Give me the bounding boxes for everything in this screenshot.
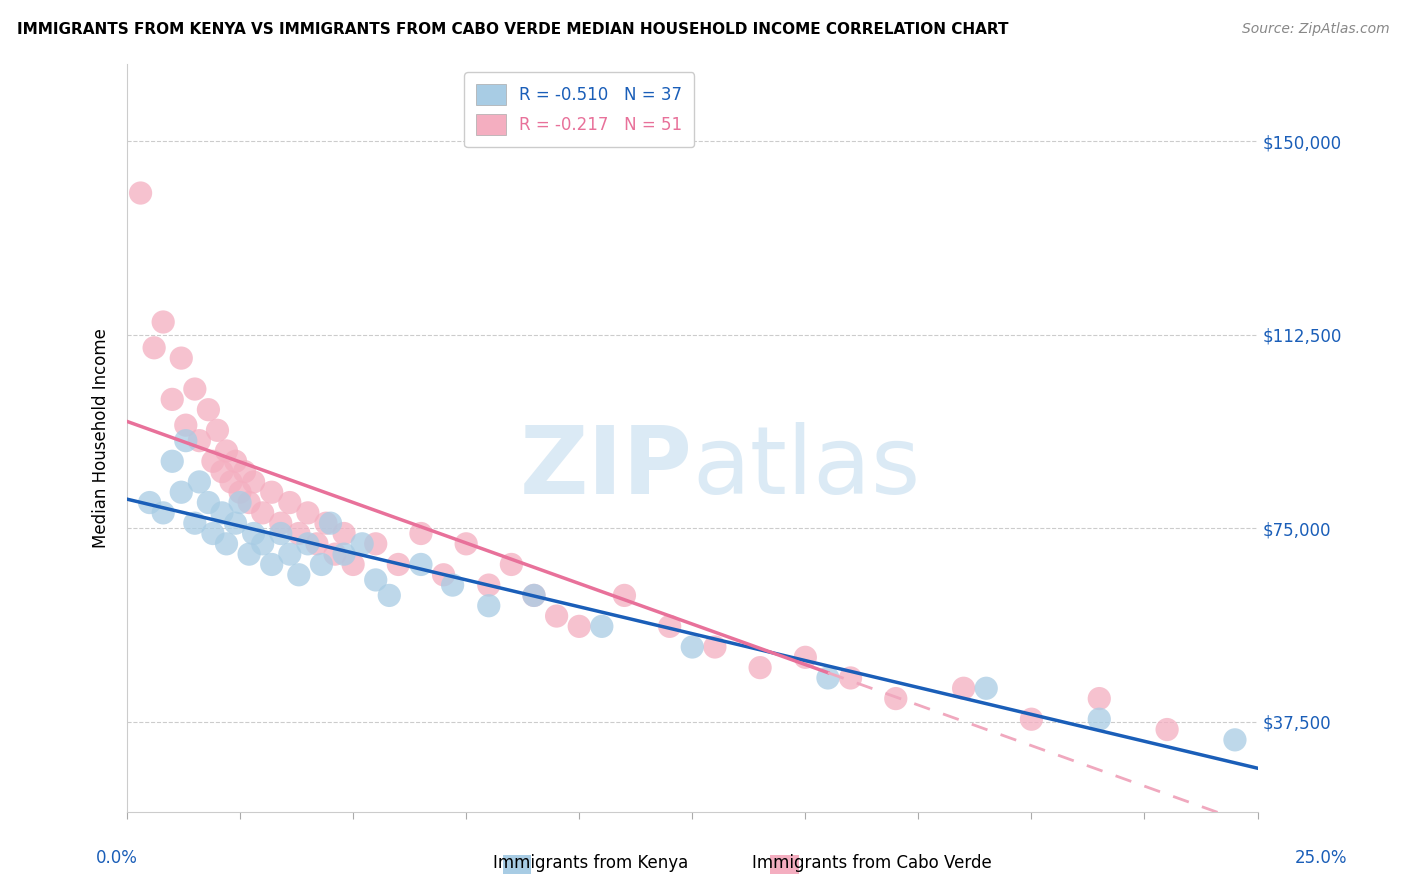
Point xyxy=(378,588,401,602)
Point xyxy=(197,402,219,417)
Point xyxy=(229,495,252,509)
Point xyxy=(170,485,193,500)
Text: Immigrants from Kenya: Immigrants from Kenya xyxy=(494,855,688,872)
Point xyxy=(160,454,183,468)
Point xyxy=(523,588,546,602)
Point xyxy=(288,526,311,541)
Point xyxy=(297,537,319,551)
Point xyxy=(1021,712,1043,726)
Point xyxy=(260,485,283,500)
Point xyxy=(1223,732,1246,747)
Point xyxy=(170,351,193,365)
Point xyxy=(974,681,997,696)
Point xyxy=(184,382,207,396)
Point xyxy=(546,609,568,624)
Point xyxy=(242,526,264,541)
Point xyxy=(681,640,703,654)
Point xyxy=(1156,723,1178,737)
Legend: R = -0.510   N = 37, R = -0.217   N = 51: R = -0.510 N = 37, R = -0.217 N = 51 xyxy=(464,72,695,147)
Point xyxy=(364,537,387,551)
Point xyxy=(152,506,174,520)
Point xyxy=(478,578,501,592)
Point xyxy=(884,691,907,706)
Point xyxy=(270,516,292,531)
Point xyxy=(749,660,772,674)
Point xyxy=(229,485,252,500)
Point xyxy=(568,619,591,633)
Point xyxy=(215,537,238,551)
Point xyxy=(288,567,311,582)
Point xyxy=(225,516,247,531)
Point xyxy=(342,558,364,572)
Text: Immigrants from Cabo Verde: Immigrants from Cabo Verde xyxy=(752,855,991,872)
Point xyxy=(233,465,256,479)
Point xyxy=(188,475,211,489)
Text: 0.0%: 0.0% xyxy=(96,849,138,867)
Point xyxy=(409,558,432,572)
Point xyxy=(278,547,301,561)
Point xyxy=(501,558,523,572)
Text: atlas: atlas xyxy=(692,422,921,514)
Point xyxy=(591,619,613,633)
Point xyxy=(215,444,238,458)
Point xyxy=(387,558,409,572)
Point xyxy=(143,341,166,355)
Text: Source: ZipAtlas.com: Source: ZipAtlas.com xyxy=(1241,22,1389,37)
Point xyxy=(523,588,546,602)
Point xyxy=(242,475,264,489)
Point xyxy=(260,558,283,572)
Point xyxy=(225,454,247,468)
Text: IMMIGRANTS FROM KENYA VS IMMIGRANTS FROM CABO VERDE MEDIAN HOUSEHOLD INCOME CORR: IMMIGRANTS FROM KENYA VS IMMIGRANTS FROM… xyxy=(17,22,1008,37)
Text: ZIP: ZIP xyxy=(519,422,692,514)
Point xyxy=(315,516,337,531)
Point xyxy=(138,495,160,509)
Point xyxy=(238,547,260,561)
Point xyxy=(174,418,197,433)
Point xyxy=(794,650,817,665)
Point xyxy=(305,537,328,551)
Point xyxy=(188,434,211,448)
Point xyxy=(211,465,233,479)
Point xyxy=(323,547,346,561)
Point xyxy=(160,392,183,407)
Point xyxy=(201,454,224,468)
Point xyxy=(333,526,356,541)
Point xyxy=(207,423,229,437)
Point xyxy=(297,506,319,520)
Point xyxy=(174,434,197,448)
Point xyxy=(456,537,478,551)
Point xyxy=(839,671,862,685)
Point xyxy=(197,495,219,509)
Point xyxy=(613,588,636,602)
Point xyxy=(817,671,839,685)
Point xyxy=(252,537,274,551)
Point xyxy=(270,526,292,541)
Y-axis label: Median Household Income: Median Household Income xyxy=(93,328,110,548)
Point xyxy=(352,537,374,551)
Point xyxy=(1088,691,1111,706)
Point xyxy=(238,495,260,509)
Point xyxy=(441,578,464,592)
Point xyxy=(219,475,242,489)
Point xyxy=(201,526,224,541)
Point xyxy=(129,186,152,200)
Point xyxy=(432,567,454,582)
Point xyxy=(333,547,356,561)
Point xyxy=(1088,712,1111,726)
Point xyxy=(152,315,174,329)
Point xyxy=(278,495,301,509)
Point xyxy=(409,526,432,541)
Point xyxy=(311,558,333,572)
Point xyxy=(364,573,387,587)
Point xyxy=(252,506,274,520)
Text: 25.0%: 25.0% xyxy=(1295,849,1347,867)
Point xyxy=(319,516,342,531)
Point xyxy=(952,681,974,696)
Point xyxy=(478,599,501,613)
Point xyxy=(703,640,725,654)
Point xyxy=(211,506,233,520)
Point xyxy=(658,619,681,633)
Point xyxy=(184,516,207,531)
